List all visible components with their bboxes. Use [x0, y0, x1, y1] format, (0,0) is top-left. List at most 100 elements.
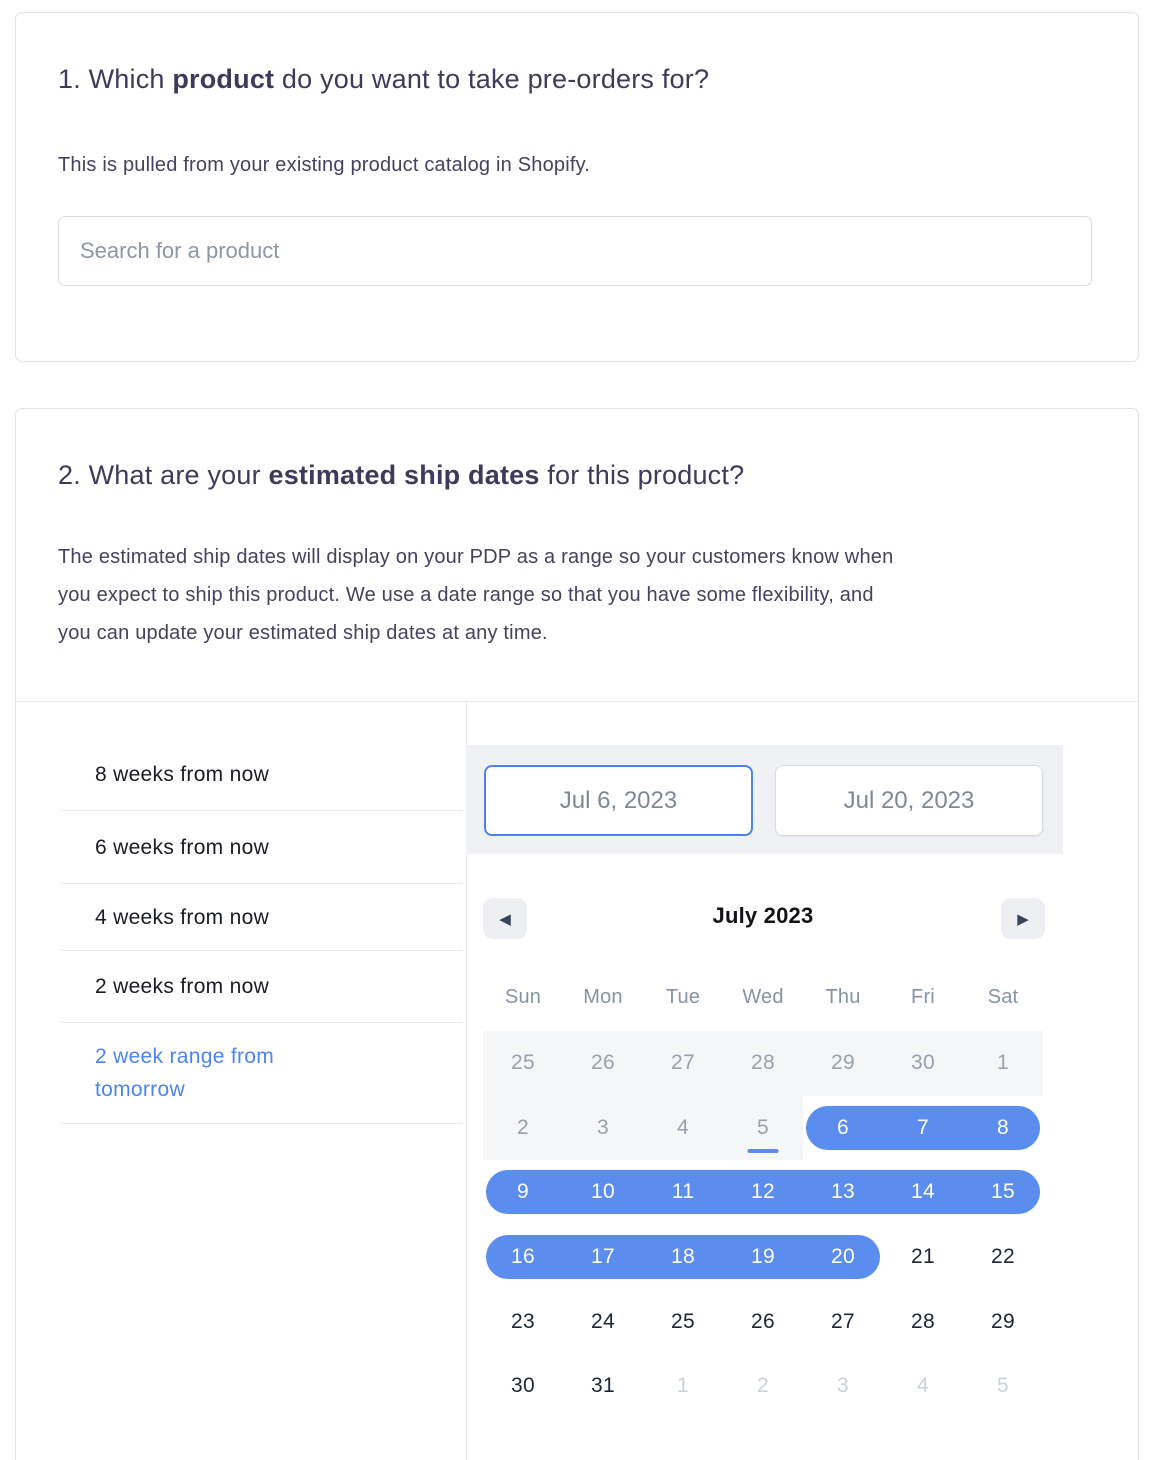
day-cell[interactable]: 27 — [803, 1289, 883, 1354]
day-cell[interactable]: 11 — [643, 1160, 723, 1225]
date-range-bar — [466, 745, 1063, 854]
day-cell[interactable]: 20 — [803, 1225, 883, 1290]
day-cell[interactable]: 6 — [803, 1096, 883, 1161]
section2-title-prefix: 2. What are your — [58, 460, 269, 490]
preset-item[interactable]: 4 weeks from now — [60, 884, 463, 951]
day-number: 29 — [831, 1051, 855, 1075]
day-number: 27 — [831, 1309, 855, 1333]
end-date-input[interactable] — [775, 765, 1043, 836]
next-month-button[interactable]: ▶ — [1001, 898, 1045, 939]
calendar-month-label: July 2023 — [712, 903, 814, 928]
day-cell: 2 — [483, 1096, 563, 1161]
day-number: 24 — [591, 1309, 615, 1333]
day-cell: 25 — [483, 1031, 563, 1096]
day-number: 13 — [831, 1180, 855, 1204]
day-number: 2 — [757, 1374, 769, 1398]
weekday-label: Sat — [987, 985, 1019, 1008]
day-cell: 29 — [803, 1031, 883, 1096]
preset-list: 8 weeks from now 6 weeks from now 4 weeks … — [60, 702, 463, 1124]
day-cell: 1 — [643, 1354, 723, 1419]
product-section-card: 1. Which product do you want to take pre… — [15, 12, 1139, 362]
day-number: 15 — [991, 1180, 1015, 1204]
day-number: 14 — [911, 1180, 935, 1204]
day-number: 25 — [511, 1051, 535, 1075]
calendar-week-row: 23 24 25 26 27 28 29 — [483, 1289, 1043, 1354]
day-number: 17 — [591, 1245, 615, 1269]
preset-item[interactable]: 2 weeks from now — [60, 951, 463, 1023]
day-cell: 4 — [643, 1096, 723, 1161]
day-number: 1 — [997, 1051, 1009, 1075]
day-cell[interactable]: 14 — [883, 1160, 963, 1225]
day-cell[interactable]: 8 — [963, 1096, 1043, 1161]
day-cell: 1 — [963, 1031, 1043, 1096]
day-cell[interactable]: 24 — [563, 1289, 643, 1354]
day-cell[interactable]: 19 — [723, 1225, 803, 1290]
day-number: 25 — [671, 1309, 695, 1333]
section1-title-bold: product — [172, 64, 275, 94]
start-date-input[interactable] — [484, 765, 753, 836]
preset-item-label: 4 weeks from now — [95, 905, 270, 929]
day-cell[interactable]: 29 — [963, 1289, 1043, 1354]
preset-item-label: 6 weeks from now — [95, 835, 270, 859]
day-cell[interactable]: 23 — [483, 1289, 563, 1354]
section1-title-prefix: 1. Which — [58, 64, 173, 94]
day-cell[interactable]: 26 — [723, 1289, 803, 1354]
day-number: 8 — [997, 1115, 1009, 1139]
selected-range-pill — [486, 1170, 1040, 1215]
day-cell: 3 — [803, 1354, 883, 1419]
day-cell[interactable]: 30 — [483, 1354, 563, 1419]
day-cell[interactable]: 9 — [483, 1160, 563, 1225]
weekday-label: Sun — [504, 985, 542, 1008]
section1-title: 1. Which product do you want to take pre… — [58, 62, 709, 96]
selected-range-pill — [486, 1234, 880, 1279]
preset-item-label: 8 weeks from now — [95, 763, 270, 786]
day-cell: 26 — [563, 1031, 643, 1096]
day-cell[interactable]: 22 — [963, 1225, 1043, 1290]
day-cell[interactable]: 25 — [643, 1289, 723, 1354]
list-calendar-divider — [466, 702, 467, 1460]
prev-month-button[interactable]: ◀ — [483, 898, 527, 939]
day-number: 21 — [911, 1245, 935, 1269]
day-cell[interactable]: 15 — [963, 1160, 1043, 1225]
day-cell[interactable]: 13 — [803, 1160, 883, 1225]
calendar-week-row: 9 10 11 12 13 14 15 — [483, 1160, 1043, 1225]
day-cell[interactable]: 17 — [563, 1225, 643, 1290]
chevron-left-icon: ◀ — [499, 910, 511, 928]
day-number: 20 — [831, 1245, 855, 1269]
day-number: 12 — [751, 1180, 775, 1204]
day-cell[interactable]: 10 — [563, 1160, 643, 1225]
section2-title-bold: estimated ship dates — [268, 460, 540, 490]
day-cell[interactable]: 31 — [563, 1354, 643, 1419]
day-number: 4 — [677, 1115, 689, 1139]
day-number: 28 — [751, 1051, 775, 1075]
calendar-week-row: 16 17 18 19 20 21 22 — [483, 1225, 1043, 1290]
day-number: 23 — [511, 1309, 535, 1333]
section2-title-suffix: for this product? — [539, 460, 745, 490]
day-cell[interactable]: 28 — [883, 1289, 963, 1354]
day-cell[interactable]: 16 — [483, 1225, 563, 1290]
day-cell[interactable]: 12 — [723, 1160, 803, 1225]
past-days-bg — [483, 1031, 1043, 1096]
selected-range-pill — [806, 1105, 1040, 1150]
preset-item-label: 2 weeks from now — [95, 975, 270, 998]
day-number: 4 — [917, 1374, 929, 1398]
day-number: 27 — [671, 1051, 695, 1075]
section2-description-line: you can update your estimated ship dates… — [58, 622, 548, 644]
day-cell[interactable]: 7 — [883, 1096, 963, 1161]
day-number: 11 — [671, 1180, 695, 1204]
day-cell[interactable]: 18 — [643, 1225, 723, 1290]
day-number: 31 — [591, 1374, 615, 1398]
day-cell[interactable]: 21 — [883, 1225, 963, 1290]
day-number: 30 — [511, 1374, 535, 1398]
preset-item[interactable]: 2 week range from tomorrow — [60, 1023, 463, 1124]
preset-item[interactable]: 8 weeks from now — [60, 739, 463, 811]
section-divider — [16, 701, 1138, 702]
product-search-input[interactable] — [58, 216, 1092, 286]
day-number: 30 — [911, 1051, 935, 1075]
preset-item[interactable]: 6 weeks from now — [60, 811, 463, 884]
weekday-label: Tue — [665, 985, 701, 1008]
day-cell[interactable]: 5 — [723, 1096, 803, 1161]
section2-description-line: The estimated ship dates will display on… — [58, 546, 894, 568]
calendar-week-row: 25 26 27 28 29 30 1 — [483, 1031, 1043, 1096]
day-number: 1 — [677, 1374, 689, 1398]
